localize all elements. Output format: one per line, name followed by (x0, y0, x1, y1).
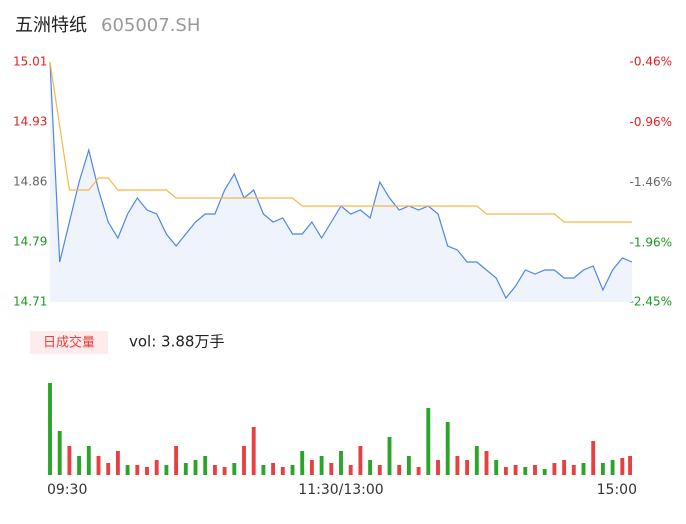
volume-bar (115, 451, 120, 475)
volume-bar (309, 460, 314, 475)
volume-bar (48, 383, 52, 475)
volume-text: vol: 3.88万手 (129, 333, 224, 351)
volume-bar (271, 463, 276, 475)
volume-bar (571, 465, 576, 475)
volume-bar (523, 467, 528, 475)
volume-bar (610, 460, 615, 475)
volume-bar (445, 422, 450, 475)
volume-bar (242, 446, 246, 475)
volume-bar (377, 465, 382, 475)
y-tick-label: 14.93 (13, 115, 47, 129)
x-tick-label: 15:00 (597, 482, 637, 498)
y2-tick-label: -1.96% (630, 235, 672, 249)
average-line (49, 61, 632, 223)
volume-bar (222, 467, 227, 475)
volume-bar (494, 460, 499, 475)
volume-bar (552, 463, 557, 475)
volume-bar (193, 460, 198, 475)
volume-bar (96, 456, 101, 475)
volume-bar (145, 467, 149, 475)
volume-bar (57, 431, 62, 475)
volume-bar (426, 408, 431, 475)
volume-bar (455, 456, 460, 475)
volume-bar (135, 465, 140, 475)
volume-bar (406, 456, 411, 475)
volume-bar (620, 458, 625, 475)
volume-bar (503, 467, 508, 475)
volume-bar (329, 463, 334, 475)
volume-bar (474, 446, 479, 475)
volume-bar (125, 465, 130, 475)
stock-code: 605007.SH (101, 15, 200, 36)
volume-bar (261, 465, 266, 475)
volume-bar (416, 467, 421, 475)
y2-tick-label: -0.46% (630, 55, 672, 69)
volume-bar (542, 469, 547, 475)
volume-bar (300, 451, 305, 475)
volume-bar (280, 467, 285, 475)
volume-bar (77, 456, 82, 475)
x-tick-label: 11:30/13:00 (298, 482, 383, 498)
y-tick-label: 14.71 (13, 295, 47, 309)
volume-bar (203, 456, 208, 475)
volume-bar (164, 465, 169, 475)
volume-bar (106, 463, 111, 475)
volume-bar (290, 465, 295, 475)
volume-bar (348, 465, 353, 475)
volume-bar (319, 456, 324, 475)
volume-bar (465, 460, 470, 475)
y2-tick-label: -1.46% (630, 175, 672, 189)
volume-bar (67, 446, 72, 475)
volume-bar (358, 446, 363, 475)
volume-bar (251, 427, 256, 475)
stock-name: 五洲特纸 (15, 15, 87, 36)
volume-bar (387, 437, 392, 475)
volume-label-box (30, 331, 108, 354)
volume-bar (368, 460, 373, 475)
y2-tick-label: -0.96% (630, 115, 672, 129)
volume-bar (339, 451, 343, 475)
volume-bar (484, 451, 489, 475)
volume-bar (174, 446, 179, 475)
volume-bar (533, 465, 537, 475)
volume-bar (600, 463, 605, 475)
volume-bar (562, 460, 567, 475)
volume-bar (212, 465, 217, 475)
volume-bar (513, 465, 518, 475)
volume-bar (232, 463, 237, 475)
volume-bar (436, 460, 440, 475)
volume-bar (628, 456, 632, 475)
volume-bar (591, 441, 596, 475)
x-tick-label: 09:30 (47, 482, 87, 498)
price-area (50, 62, 632, 302)
volume-bar (397, 465, 402, 475)
y-tick-label: 14.79 (13, 235, 47, 249)
y-tick-label: 15.01 (13, 55, 47, 69)
volume-bar (86, 446, 91, 475)
y2-tick-label: -2.45% (630, 295, 672, 309)
y-tick-label: 14.86 (13, 175, 47, 189)
volume-bar (154, 460, 159, 475)
volume-label: 日成交量 (43, 335, 95, 351)
volume-bar (183, 463, 188, 475)
volume-bar (581, 463, 586, 475)
